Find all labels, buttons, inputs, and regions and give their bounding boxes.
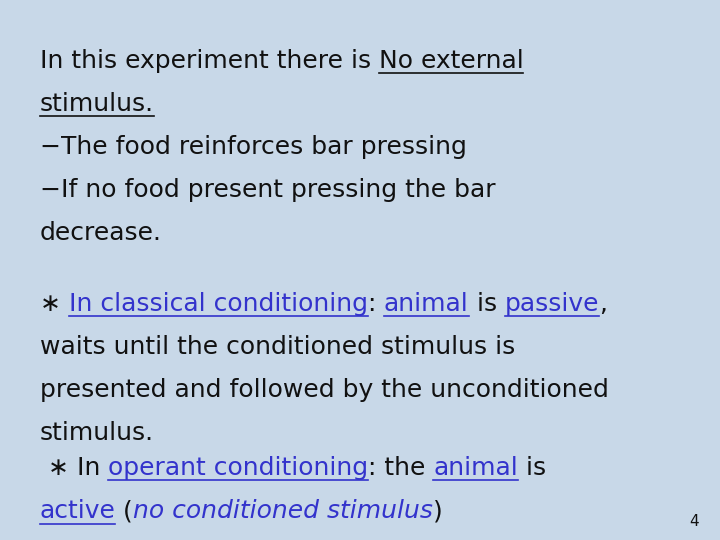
Text: animal: animal xyxy=(433,456,518,480)
Text: no conditioned stimulus: no conditioned stimulus xyxy=(133,500,433,523)
Text: 4: 4 xyxy=(689,514,698,529)
Text: :: : xyxy=(368,292,384,315)
Text: ,: , xyxy=(599,292,608,315)
Text: : the: : the xyxy=(368,456,433,480)
Text: ∗ In: ∗ In xyxy=(40,456,108,480)
Text: active: active xyxy=(40,500,115,523)
Text: No external: No external xyxy=(379,49,523,72)
Text: −The food reinforces bar pressing: −The food reinforces bar pressing xyxy=(40,135,467,159)
Text: ∗: ∗ xyxy=(40,292,68,315)
Text: In classical conditioning: In classical conditioning xyxy=(68,292,368,315)
Text: is: is xyxy=(469,292,505,315)
Text: passive: passive xyxy=(505,292,599,315)
Text: presented and followed by the unconditioned: presented and followed by the unconditio… xyxy=(40,378,608,402)
Text: is: is xyxy=(518,456,546,480)
Text: decrease.: decrease. xyxy=(40,221,161,245)
Text: waits until the conditioned stimulus is: waits until the conditioned stimulus is xyxy=(40,335,515,359)
Text: ): ) xyxy=(433,500,443,523)
Text: (: ( xyxy=(115,500,133,523)
Text: stimulus.: stimulus. xyxy=(40,92,154,116)
Text: stimulus.: stimulus. xyxy=(40,421,154,445)
Text: −If no food present pressing the bar: −If no food present pressing the bar xyxy=(40,178,495,202)
Text: In this experiment there is: In this experiment there is xyxy=(40,49,379,72)
Text: animal: animal xyxy=(384,292,469,315)
Text: operant conditioning: operant conditioning xyxy=(108,456,368,480)
